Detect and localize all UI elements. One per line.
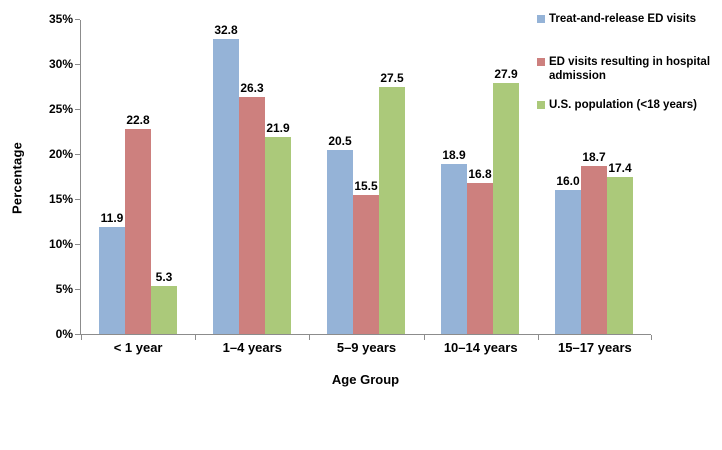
bar-value-label: 27.9 xyxy=(494,66,518,81)
y-tick-label: 10% xyxy=(48,237,73,251)
legend-label: U.S. population (<18 years) xyxy=(549,99,697,111)
bar: 27.5 xyxy=(379,71,405,334)
y-tick-mark xyxy=(75,289,80,290)
y-tick-mark xyxy=(75,64,80,65)
y-tick-label: 35% xyxy=(48,12,73,26)
bar-value-label: 16.0 xyxy=(556,174,580,188)
y-tick-mark xyxy=(75,154,80,155)
y-tick-mark xyxy=(75,334,80,335)
bar-group: 18.9 16.8 27.9 xyxy=(423,20,537,334)
y-tick-mark xyxy=(75,199,80,200)
bar: 16.8 xyxy=(467,167,493,334)
y-tick-label: 0% xyxy=(55,327,73,341)
bar-value-label: 17.4 xyxy=(608,161,632,176)
bar-group: 11.9 22.8 5.3 xyxy=(81,20,195,334)
bar-group: 16.0 18.7 17.4 xyxy=(537,20,651,334)
bar: 18.7 xyxy=(581,150,607,334)
bar-value-label: 16.8 xyxy=(468,166,492,181)
legend-item: U.S. population (<18 years) xyxy=(537,98,721,112)
bar-group: 32.8 26.3 21.9 xyxy=(195,20,309,334)
bar-groups: 11.9 22.8 5.3 32.8 26.3 21.9 20.5 15.5 27.5 18.9 1… xyxy=(81,20,651,334)
y-tick-mark xyxy=(75,19,80,20)
x-tick-mark xyxy=(309,335,311,340)
x-tick-mark xyxy=(537,335,539,340)
bar-value-label: 21.9 xyxy=(266,120,290,135)
bar: 21.9 xyxy=(265,121,291,334)
bar: 20.5 xyxy=(327,134,353,334)
bar: 16.0 xyxy=(555,174,581,334)
x-tick-mark xyxy=(423,335,425,340)
y-tick-mark xyxy=(75,109,80,110)
bar-value-label: 26.3 xyxy=(240,81,264,96)
bar: 5.3 xyxy=(151,270,177,334)
y-tick-label: 5% xyxy=(55,282,73,296)
bar-value-label: 20.5 xyxy=(328,133,352,148)
bar-value-label: 22.8 xyxy=(126,112,150,127)
bar-value-label: 32.8 xyxy=(214,22,238,37)
bar-value-label: 18.7 xyxy=(582,149,606,164)
x-category-label: 15–17 years xyxy=(558,340,632,355)
x-tick-mark xyxy=(81,335,82,340)
bar: 26.3 xyxy=(239,81,265,334)
plot-area: 0% 5% 10% 15% 20% 25% 30% 35% < 1 year 1–4 years 5… xyxy=(49,12,652,355)
bar-value-label: 11.9 xyxy=(100,210,124,225)
bar-value-label: 27.5 xyxy=(380,70,404,85)
bar: 15.5 xyxy=(353,179,379,334)
y-tick-label: 15% xyxy=(48,192,73,206)
x-tick-mark xyxy=(651,335,652,340)
x-category-label: 10–14 years xyxy=(443,340,518,355)
y-axis-title: Percentage xyxy=(9,141,25,215)
legend: Treat-and-release ED visits ED visits res… xyxy=(537,12,721,112)
y-tick-label: 30% xyxy=(48,57,73,71)
bar-value-label: 15.5 xyxy=(354,178,378,193)
x-category-label: 5–9 years xyxy=(336,340,397,355)
legend-swatch-icon xyxy=(537,101,545,109)
x-axis-title: Age Group xyxy=(331,372,400,387)
bar-value-label: 5.3 xyxy=(155,270,173,285)
legend-item: ED visits resulting in hospital admissio… xyxy=(537,55,721,83)
bar: 22.8 xyxy=(125,113,151,334)
legend-label: Treat-and-release ED visits xyxy=(549,13,697,25)
y-tick-label: 20% xyxy=(48,147,73,161)
bar: 32.8 xyxy=(213,23,239,334)
bar: 27.9 xyxy=(493,67,519,334)
legend-label: ED visits resulting in hospital admissio… xyxy=(549,56,711,82)
bar: 17.4 xyxy=(607,161,633,334)
bar: 11.9 xyxy=(99,211,125,334)
x-tick-mark xyxy=(195,335,197,340)
bar: 18.9 xyxy=(441,148,467,334)
x-category-label: < 1 year xyxy=(113,340,163,355)
legend-swatch-icon xyxy=(537,58,545,66)
y-tick-mark xyxy=(75,244,80,245)
bar-value-label: 18.9 xyxy=(442,147,466,162)
legend-swatch-icon xyxy=(537,15,545,23)
legend-item: Treat-and-release ED visits xyxy=(537,12,721,26)
bar-group: 20.5 15.5 27.5 xyxy=(309,20,423,334)
y-tick-label: 25% xyxy=(48,102,73,116)
x-category-label: 1–4 years xyxy=(222,340,282,355)
